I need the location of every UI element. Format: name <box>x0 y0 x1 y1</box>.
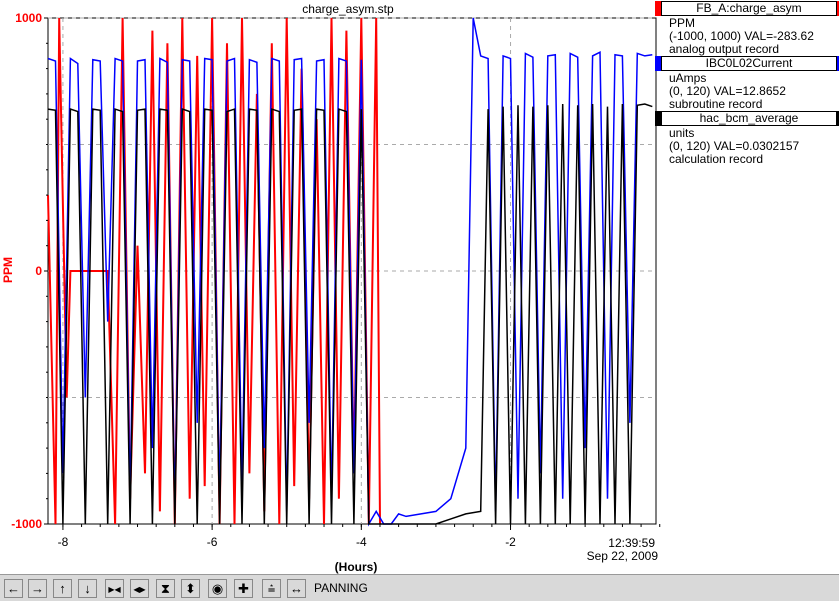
arrow-down-icon: ↓ <box>84 581 91 596</box>
series-group <box>47 17 653 527</box>
legend-color-swatch <box>655 1 661 16</box>
strip-chart[interactable]: 1000 0 -1000 -8 -6 -4 -2 charge_asym.stp PPM (… <box>0 0 839 574</box>
mode-label: PANNING <box>314 581 368 595</box>
x-axis-label: (Hours) <box>335 560 378 574</box>
reset-button[interactable]: ⩮ <box>262 579 281 598</box>
zoom-in-y-button[interactable]: ⧗ <box>156 579 175 598</box>
zoom-out-x-icon: ◀▶ <box>133 585 146 594</box>
arrow-right-icon: → <box>31 581 44 596</box>
x-tick-label: -2 <box>505 535 516 549</box>
arrow-up-icon: ↑ <box>59 581 66 596</box>
legend-pv-name[interactable]: FB_A:charge_asym <box>661 1 837 16</box>
legend-color-swatch <box>655 111 661 126</box>
arrow-left-icon: ← <box>7 581 20 596</box>
legend-range-value: (0, 120) VAL=0.0302157 <box>669 139 800 153</box>
x-tick-label: -8 <box>58 535 69 549</box>
legend-range-value: (-1000, 1000) VAL=-283.62 <box>669 29 814 43</box>
pan-down-button[interactable]: ↓ <box>78 579 97 598</box>
autoscale-icon: ◉ <box>211 581 224 596</box>
x-tick-label: -4 <box>356 535 367 549</box>
legend-color-swatch <box>835 1 839 16</box>
legend-color-swatch <box>835 111 839 126</box>
legend-units: PPM <box>669 16 696 30</box>
date-label: Sep 22, 2009 <box>587 549 659 563</box>
axes-group: 1000 0 -1000 -8 -6 -4 -2 <box>11 11 661 549</box>
legend-color-swatch <box>655 56 661 71</box>
reset-icon: ⩮ <box>267 581 276 596</box>
legend-record-type: analog output record <box>669 42 780 56</box>
toolbar: ← → ↑ ↓ ▶◀ ◀▶ ⧗ ⬍ ◉ ✚ ⩮ ↔ PANNING <box>0 574 839 601</box>
legend-units: uAmps <box>669 71 707 85</box>
pan-icon: ↔ <box>290 581 303 596</box>
zoom-out-y-icon: ⬍ <box>185 581 196 596</box>
zoom-in-x-button[interactable]: ▶◀ <box>105 579 124 598</box>
chart-title: charge_asym.stp <box>302 2 394 16</box>
y-tick-label: -1000 <box>11 517 42 531</box>
series-line <box>47 17 381 525</box>
y-tick-label: 1000 <box>15 11 42 25</box>
autoscale-button[interactable]: ◉ <box>208 579 227 598</box>
legend-pv-name[interactable]: IBC0L02Current <box>661 56 837 71</box>
series-line <box>47 103 653 525</box>
pan-up-button[interactable]: ↑ <box>53 579 72 598</box>
legend-color-swatch <box>835 56 839 71</box>
pan-left-button[interactable]: ← <box>4 579 23 598</box>
zoom-in-x-icon: ▶◀ <box>108 585 121 594</box>
legend-pv-name[interactable]: hac_bcm_average <box>661 111 837 126</box>
pan-right-button[interactable]: → <box>28 579 47 598</box>
time-label: 12:39:59 <box>608 536 655 550</box>
legend-units: units <box>669 126 695 140</box>
pan-mode-button[interactable]: ↔ <box>287 579 306 598</box>
zoom-box-button[interactable]: ✚ <box>234 579 253 598</box>
plus-icon: ✚ <box>238 581 249 596</box>
x-tick-label: -6 <box>207 535 218 549</box>
zoom-out-y-button[interactable]: ⬍ <box>181 579 200 598</box>
y-tick-label: 0 <box>35 264 42 278</box>
legend-record-type: calculation record <box>669 152 764 166</box>
zoom-in-y-icon: ⧗ <box>160 581 171 596</box>
zoom-out-x-button[interactable]: ◀▶ <box>130 579 149 598</box>
legend-record-type: subroutine record <box>669 97 763 111</box>
y-axis-label: PPM <box>1 257 15 283</box>
legend-range-value: (0, 120) VAL=12.8652 <box>669 84 786 98</box>
